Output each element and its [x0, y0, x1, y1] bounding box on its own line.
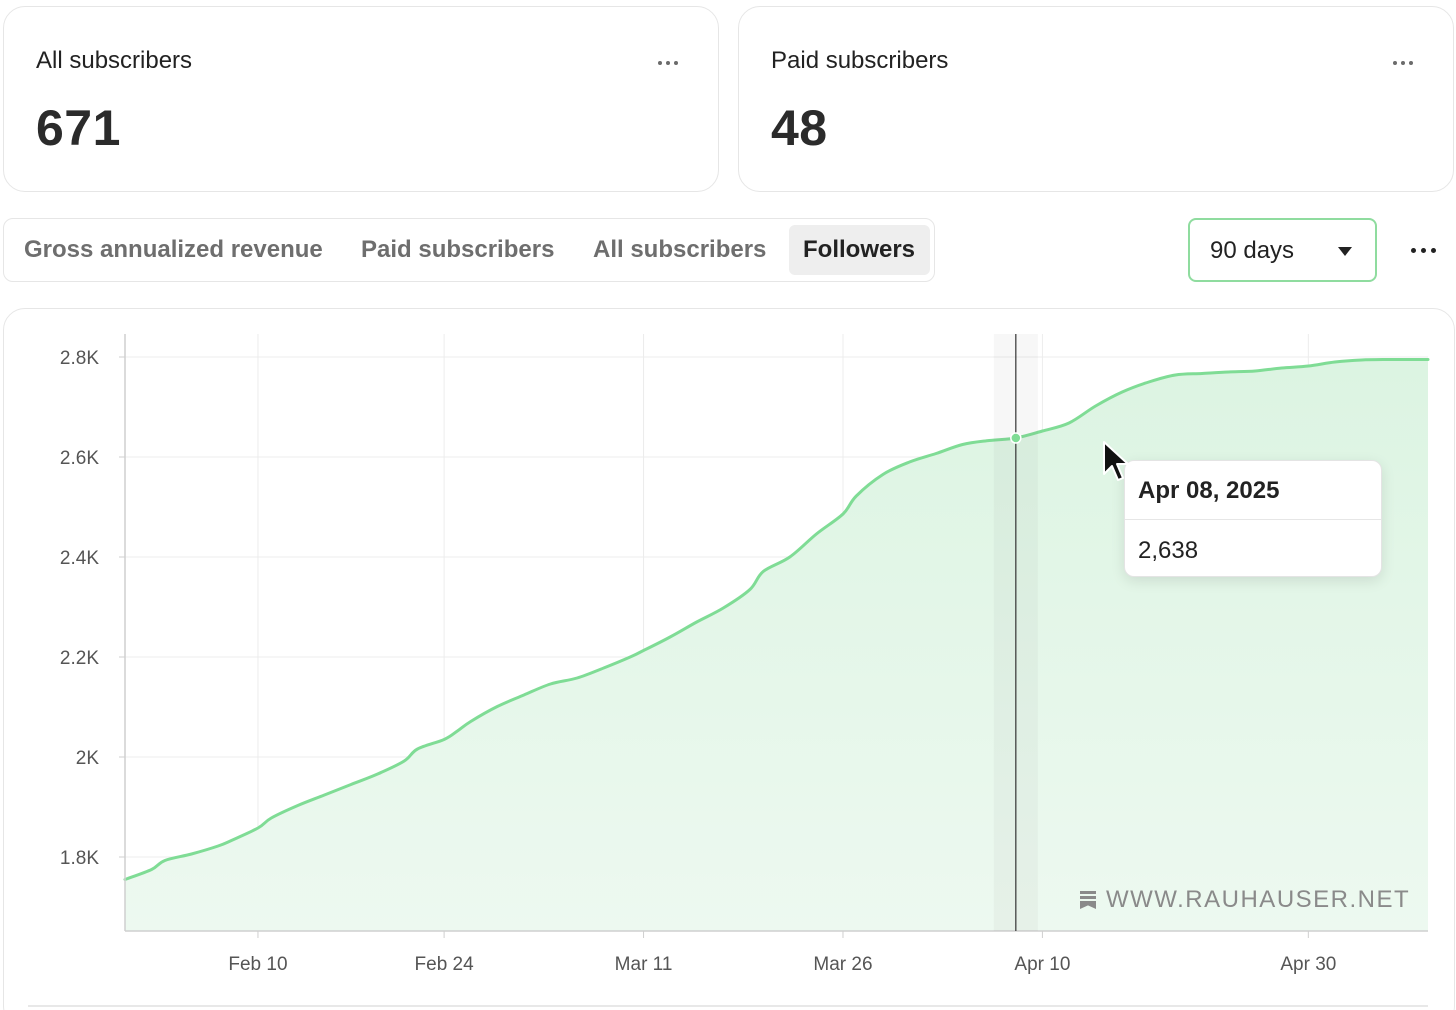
tooltip-divider [1125, 519, 1381, 520]
x-tick-label: Mar 11 [615, 954, 673, 975]
metric-tabs: Gross annualized revenue Paid subscriber… [3, 218, 935, 282]
more-horizontal-icon[interactable] [1411, 248, 1436, 253]
followers-line [123, 357, 1430, 881]
paid-subscribers-card[interactable]: Paid subscribers 48 [738, 6, 1454, 192]
y-tick-label: 2.2K [60, 648, 99, 669]
more-horizontal-icon[interactable] [658, 61, 678, 65]
tab-gross-annualized-revenue[interactable]: Gross annualized revenue [24, 236, 323, 263]
tab-paid-subscribers[interactable]: Paid subscribers [361, 236, 555, 263]
mouse-pointer-icon [1103, 441, 1129, 481]
chart-tooltip: Apr 08, 2025 2,638 [1124, 460, 1382, 577]
x-tick-label: Feb 10 [228, 954, 287, 975]
paid-subscribers-card-label: Paid subscribers [771, 47, 949, 74]
watermark-text: WWW.RAUHAUSER.NET [1106, 886, 1411, 913]
y-tick-label: 2K [76, 748, 100, 769]
date-range-value: 90 days [1210, 237, 1295, 264]
tooltip-date: Apr 08, 2025 [1138, 477, 1280, 504]
y-tick-label: 2.4K [60, 548, 99, 569]
watermark: WWW.RAUHAUSER.NET [1080, 886, 1410, 914]
all-subscribers-card-label: All subscribers [36, 47, 193, 74]
hover-point [1010, 432, 1022, 444]
all-subscribers-card[interactable]: All subscribers 671 [3, 6, 719, 192]
x-tick-label: Feb 24 [415, 954, 475, 975]
chart-bottom-rule [28, 1005, 1428, 1007]
more-horizontal-icon[interactable] [1393, 61, 1413, 65]
y-tick-label: 1.8K [60, 848, 99, 869]
date-range-select[interactable]: 90 days [1188, 218, 1377, 282]
x-tick-label: Apr 10 [1014, 954, 1070, 975]
x-tick-label: Apr 30 [1280, 954, 1336, 975]
y-tick-label: 2.8K [60, 348, 99, 369]
caret-down-icon [1338, 247, 1352, 256]
tab-followers[interactable]: Followers [789, 225, 930, 275]
y-tick-label: 2.6K [60, 448, 99, 469]
followers-area [125, 359, 1428, 931]
substack-logo-icon [1080, 891, 1096, 909]
paid-subscribers-count: 48 [771, 100, 828, 156]
all-subscribers-count: 671 [36, 100, 121, 156]
tab-all-subscribers[interactable]: All subscribers [593, 236, 767, 263]
tooltip-value: 2,638 [1138, 537, 1199, 564]
x-tick-label: Mar 26 [813, 954, 872, 975]
